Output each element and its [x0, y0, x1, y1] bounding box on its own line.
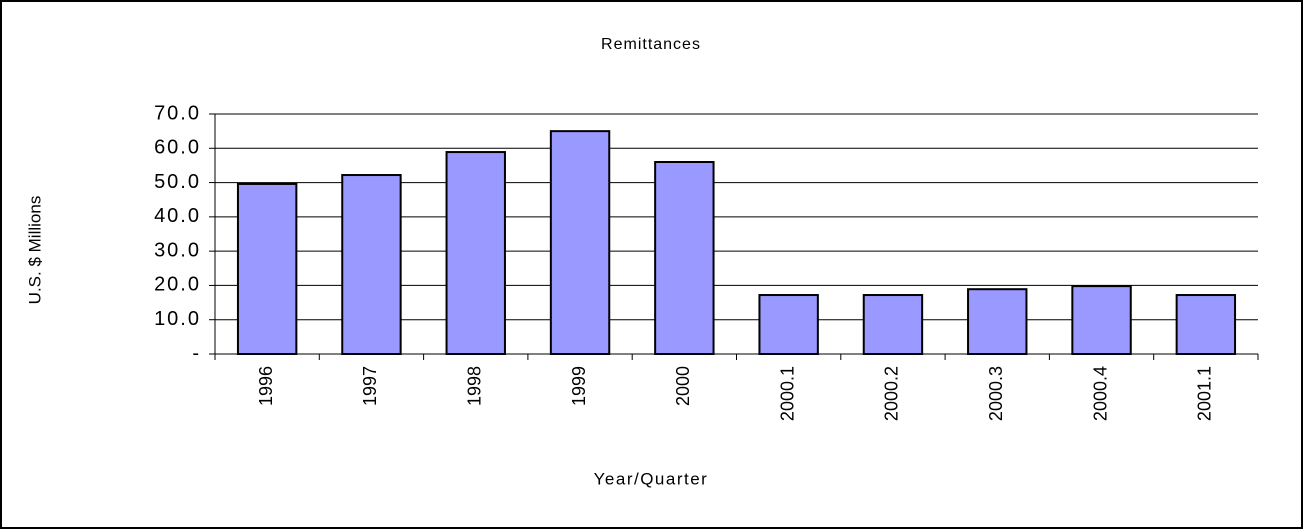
bar [758, 294, 819, 355]
y-tick-label: 30.0 [154, 239, 201, 261]
x-tick-label: 2001.1 [1195, 366, 1215, 421]
bar [862, 294, 924, 355]
chart-title: Remittances [601, 36, 701, 53]
x-axis-title: Year/Quarter [594, 469, 709, 488]
bar [445, 151, 506, 355]
bar [654, 161, 715, 355]
x-tick-label: 1996 [256, 366, 276, 406]
x-tick-label: 2000 [673, 366, 693, 406]
y-tick-label: 70.0 [154, 102, 201, 124]
bar [967, 288, 1028, 356]
y-tick-label: 50.0 [154, 171, 201, 193]
bar [549, 130, 611, 355]
y-tick-label: 40.0 [154, 205, 201, 227]
x-tick-label: 2000.1 [777, 366, 797, 421]
y-tick-label: 10.0 [154, 308, 201, 330]
bar [341, 174, 402, 355]
y-tick-label: - [192, 342, 201, 364]
bar [1175, 294, 1237, 355]
y-tick-label: 60.0 [154, 137, 201, 159]
x-tick-label: 2000.3 [986, 366, 1006, 421]
x-tick-label: 1999 [569, 366, 589, 406]
x-tick-label: 1998 [465, 366, 485, 406]
x-tick-label: 2000.4 [1090, 366, 1110, 421]
bar [1071, 285, 1132, 355]
x-tick-label: 2000.2 [882, 366, 902, 421]
x-tick-label: 1997 [360, 366, 380, 406]
y-axis-title: U.S. $ Millions [25, 196, 44, 305]
bar [236, 182, 298, 355]
y-tick-label: 20.0 [154, 274, 201, 296]
